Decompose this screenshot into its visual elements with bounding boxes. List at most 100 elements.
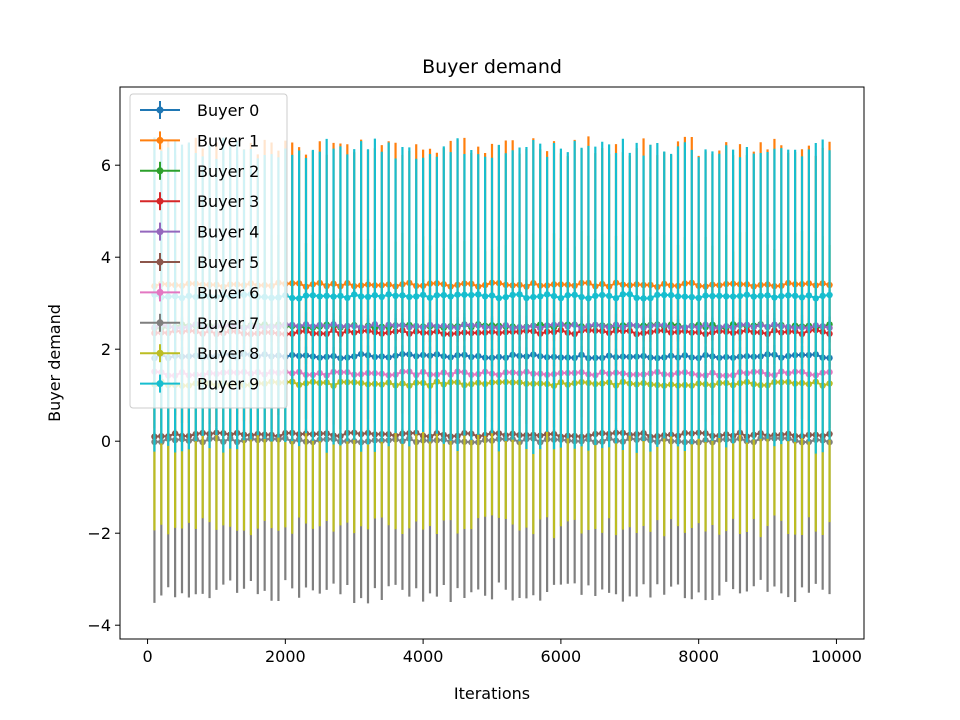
data-point (619, 291, 627, 298)
data-point (612, 294, 620, 302)
data-point (509, 291, 516, 299)
axis-ticks: 0 2000 4000 6000 8000 10000 −4 −2 0 2 4 6 (87, 156, 861, 666)
data-point (695, 294, 702, 302)
legend-item-4: Buyer 4 (140, 222, 259, 242)
legend-label: Buyer 3 (197, 192, 259, 211)
data-point (543, 291, 551, 298)
data-point (433, 292, 441, 299)
y-axis-label: Buyer demand (45, 304, 64, 422)
data-point (550, 292, 558, 300)
legend-label: Buyer 0 (197, 101, 259, 120)
data-point (681, 293, 689, 300)
x-tick-label: 4000 (403, 647, 444, 666)
data-point (502, 293, 509, 301)
data-point (351, 291, 358, 298)
data-point (661, 291, 668, 299)
data-point (702, 292, 709, 299)
x-tick-label: 10000 (811, 647, 862, 666)
axes-frame (119, 86, 865, 640)
data-point (309, 292, 317, 299)
y-tick-label: 0 (101, 432, 111, 451)
legend-item-2: Buyer 2 (140, 161, 259, 181)
data-point (771, 294, 778, 301)
legend-item-7: Buyer 7 (140, 313, 259, 333)
data-point (461, 291, 468, 298)
y-tick-label: 4 (101, 248, 111, 267)
legend-label: Buyer 4 (197, 223, 259, 242)
data-point (798, 294, 806, 301)
data-point (723, 293, 730, 300)
legend-marker (156, 167, 164, 175)
data-point (537, 293, 544, 300)
data-point (323, 292, 330, 300)
data-point (819, 292, 826, 300)
x-tick-label: 8000 (678, 647, 719, 666)
legend-item-9: Buyer 9 (140, 374, 259, 394)
legend-marker (156, 136, 164, 144)
data-point (647, 294, 654, 302)
data-point (674, 293, 682, 300)
legend-label: Buyer 7 (197, 314, 259, 333)
legend: Buyer 0 Buyer 1 Buyer 2 Buyer 3 Buyer 4 Buyer… (129, 93, 288, 409)
data-point (406, 293, 413, 301)
data-point (516, 291, 523, 298)
data-point (378, 293, 385, 301)
legend-label: Buyer 8 (197, 344, 259, 363)
data-point (447, 293, 454, 300)
data-point (564, 292, 571, 299)
data-point (729, 293, 737, 300)
data-point (475, 291, 482, 298)
data-point (633, 294, 640, 302)
legend-item-5: Buyer 5 (140, 253, 259, 272)
data-point (626, 291, 633, 298)
data-point (688, 293, 695, 301)
data-point (736, 292, 744, 300)
y-tick-label: −4 (87, 616, 111, 635)
legend-marker (156, 106, 164, 114)
data-point (667, 291, 675, 299)
y-tick-label: −2 (87, 524, 111, 543)
legend-label: Buyer 9 (197, 375, 259, 394)
data-point (605, 292, 613, 300)
legend-marker (156, 349, 164, 357)
data-point (316, 293, 323, 300)
legend-label: Buyer 5 (197, 253, 259, 272)
legend-label: Buyer 1 (197, 131, 259, 150)
x-tick-label: 2000 (265, 647, 306, 666)
legend-item-8: Buyer 8 (140, 344, 259, 363)
data-point (337, 292, 344, 300)
legend-label: Buyer 2 (197, 162, 259, 181)
data-point (454, 291, 461, 298)
chart-title: Buyer demand (422, 56, 562, 78)
data-point (481, 293, 489, 300)
data-point (557, 294, 565, 302)
data-point (468, 291, 475, 299)
data-point (385, 291, 392, 298)
legend-marker (156, 228, 164, 236)
data-point (764, 292, 771, 299)
data-point (289, 294, 296, 302)
legend-box (129, 93, 288, 409)
legend-marker (156, 319, 164, 327)
legend-marker (156, 197, 164, 205)
data-point (805, 292, 813, 299)
legend-marker (156, 288, 164, 296)
legend-item-3: Buyer 3 (140, 192, 259, 211)
data-point (371, 292, 379, 299)
data-point (364, 293, 372, 301)
data-point (791, 292, 799, 300)
data-point (488, 292, 496, 299)
data-point (757, 292, 764, 300)
data-point (743, 291, 751, 298)
data-point (330, 293, 337, 300)
data-point (295, 295, 303, 302)
data-point (399, 292, 406, 299)
data-point (392, 292, 399, 300)
legend-label: Buyer 6 (197, 283, 259, 302)
y-tick-label: 6 (101, 156, 111, 175)
data-point (812, 295, 819, 302)
data-point (413, 293, 420, 300)
data-point (419, 291, 427, 299)
data-point (530, 293, 537, 301)
data-point (585, 295, 592, 302)
